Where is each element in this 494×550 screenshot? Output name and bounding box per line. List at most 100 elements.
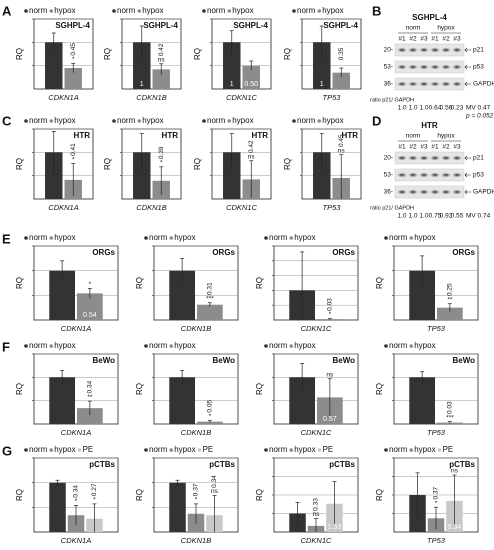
y-axis-label: RQ <box>193 158 202 170</box>
band-label: p53 <box>473 64 484 71</box>
bar <box>313 42 331 89</box>
blot-band <box>419 47 429 53</box>
legend-label: norm <box>297 6 316 15</box>
value-label: 0.33 <box>313 498 320 511</box>
value-label: 0.42 <box>158 43 165 56</box>
significance: * <box>93 497 96 504</box>
legend-swatch <box>49 448 54 452</box>
legend-label: hypox <box>232 116 253 125</box>
x-axis-label: CDKN1C <box>301 324 332 333</box>
significance: ns <box>313 511 321 518</box>
legend-label: norm <box>29 445 48 454</box>
value-label: 0.50 <box>244 81 258 88</box>
legend-swatch <box>77 448 82 452</box>
x-axis-label: CDKN1B <box>181 324 211 333</box>
significance: ns <box>211 488 219 495</box>
significance: ns <box>451 468 459 475</box>
significance: *** <box>446 414 454 421</box>
y-axis-label: RQ <box>283 48 292 60</box>
y-axis-label: RQ <box>135 489 144 501</box>
bar <box>409 377 435 424</box>
lane-label: #3 <box>420 144 428 151</box>
legend-label: hypox <box>414 341 435 350</box>
significance: * <box>75 498 78 505</box>
legend-swatch <box>437 448 442 452</box>
legend-swatch <box>49 236 54 240</box>
legend-label: hypox <box>174 341 195 350</box>
bar <box>332 72 350 89</box>
legend-swatch <box>289 448 294 452</box>
x-axis-label: CDKN1C <box>226 203 257 212</box>
panel-label: F <box>2 339 10 354</box>
blot-strip <box>394 60 465 74</box>
bar <box>197 304 223 320</box>
blot-band <box>430 155 440 161</box>
band-arrow <box>464 172 471 178</box>
legend-swatch <box>289 236 294 240</box>
ratio-label: ratio p21/ GAPDH <box>370 97 414 103</box>
x-axis-label: CDKN1A <box>61 324 91 333</box>
ratio-value: 0.75 <box>429 213 442 220</box>
legend-swatch <box>384 236 388 240</box>
legend-swatch <box>202 119 206 123</box>
legend-swatch <box>292 9 296 13</box>
legend-label: norm <box>389 445 408 454</box>
ratio-value: 1.0 <box>397 213 406 220</box>
blot-note: p = 0.052 <box>465 113 494 120</box>
band-arrow <box>464 64 471 70</box>
x-axis-label: CDKN1C <box>226 93 257 102</box>
significance: * <box>72 56 75 63</box>
y-axis-label: RQ <box>255 489 264 501</box>
lane-label: #2 <box>409 144 417 151</box>
legend-label: hypox <box>54 116 75 125</box>
lane-label: #3 <box>453 36 461 43</box>
legend-swatch <box>169 448 174 452</box>
bar <box>77 408 103 424</box>
y-axis-label: RQ <box>103 48 112 60</box>
legend-label: norm <box>29 116 48 125</box>
blot-band <box>441 47 451 53</box>
legend-label: norm <box>207 116 226 125</box>
chart-title: HTR <box>252 131 269 140</box>
blot-band <box>419 189 429 195</box>
legend-label: hypox <box>322 6 343 15</box>
blot-band <box>430 189 440 195</box>
value-label: 0.03 <box>447 401 454 414</box>
significance: ** <box>87 394 93 401</box>
value-label: 0.37 <box>193 483 200 496</box>
lane-label: #1 <box>398 36 406 43</box>
ratio-value: 1.0 <box>408 105 417 112</box>
significance: * <box>435 500 438 507</box>
blot-band <box>397 155 407 161</box>
legend-label: norm <box>149 341 168 350</box>
band-arrow <box>464 155 471 161</box>
y-axis-label: RQ <box>255 383 264 395</box>
chart-title: BeWo <box>332 356 355 365</box>
marker-label: 36- <box>384 189 393 196</box>
y-axis-label: RQ <box>15 277 24 289</box>
lane-label: #2 <box>409 36 417 43</box>
x-axis-label: TP53 <box>427 428 446 437</box>
blot-band <box>430 47 440 53</box>
panel-label: D <box>372 113 381 128</box>
bar <box>242 65 260 89</box>
y-axis-label: RQ <box>375 489 384 501</box>
group-label: norm <box>406 133 421 140</box>
ratio-value: 0.56 <box>440 105 453 112</box>
blot-strip <box>394 43 465 57</box>
legend-label: hypox <box>54 341 75 350</box>
legend-swatch <box>202 9 206 13</box>
value-label: 0.37 <box>433 487 440 500</box>
blot-band <box>452 172 462 178</box>
legend-label: norm <box>117 116 136 125</box>
band-label: p21 <box>473 155 484 162</box>
lane-label: #2 <box>442 144 450 151</box>
legend-label: hypox <box>232 6 253 15</box>
legend-label: hypox <box>294 233 315 242</box>
significance: ns <box>338 147 346 154</box>
x-axis-label: CDKN1B <box>181 428 211 437</box>
blot-band <box>408 155 418 161</box>
bar <box>49 482 66 532</box>
marker-label: 20- <box>384 155 393 162</box>
band-label: GAPDH <box>473 81 494 88</box>
